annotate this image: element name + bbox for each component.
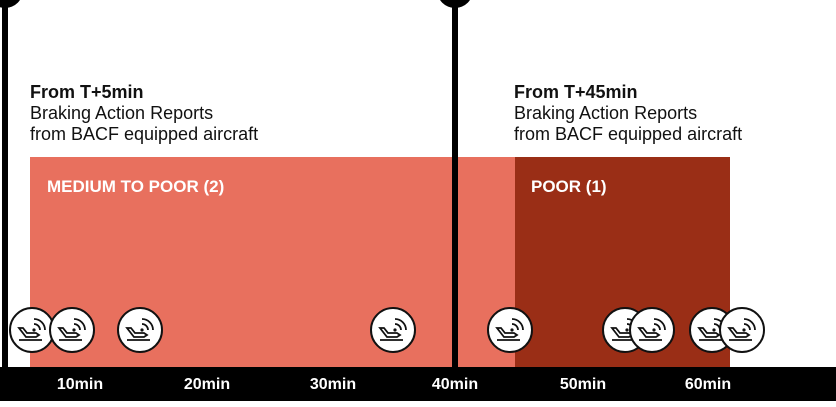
time-label: 40min <box>432 376 478 393</box>
time-label: 20min <box>184 376 230 393</box>
panel-heading: From T+5min <box>30 82 144 102</box>
marker-head <box>440 0 470 8</box>
marker-head <box>0 0 20 8</box>
panel-heading: From T+45min <box>514 82 638 102</box>
aircraft-icons <box>9 307 765 353</box>
time-label: 60min <box>685 376 731 393</box>
panel-line: from BACF equipped aircraft <box>514 124 742 144</box>
time-label: 30min <box>310 376 356 393</box>
panel-line: Braking Action Reports <box>30 103 213 123</box>
panel-line: from BACF equipped aircraft <box>30 124 258 144</box>
band-label: MEDIUM TO POOR (2) <box>47 177 224 196</box>
time-axis <box>0 367 836 401</box>
time-label: 10min <box>57 376 103 393</box>
panel-line: Braking Action Reports <box>514 103 697 123</box>
time-label: 50min <box>560 376 606 393</box>
band-label: POOR (1) <box>531 177 607 196</box>
